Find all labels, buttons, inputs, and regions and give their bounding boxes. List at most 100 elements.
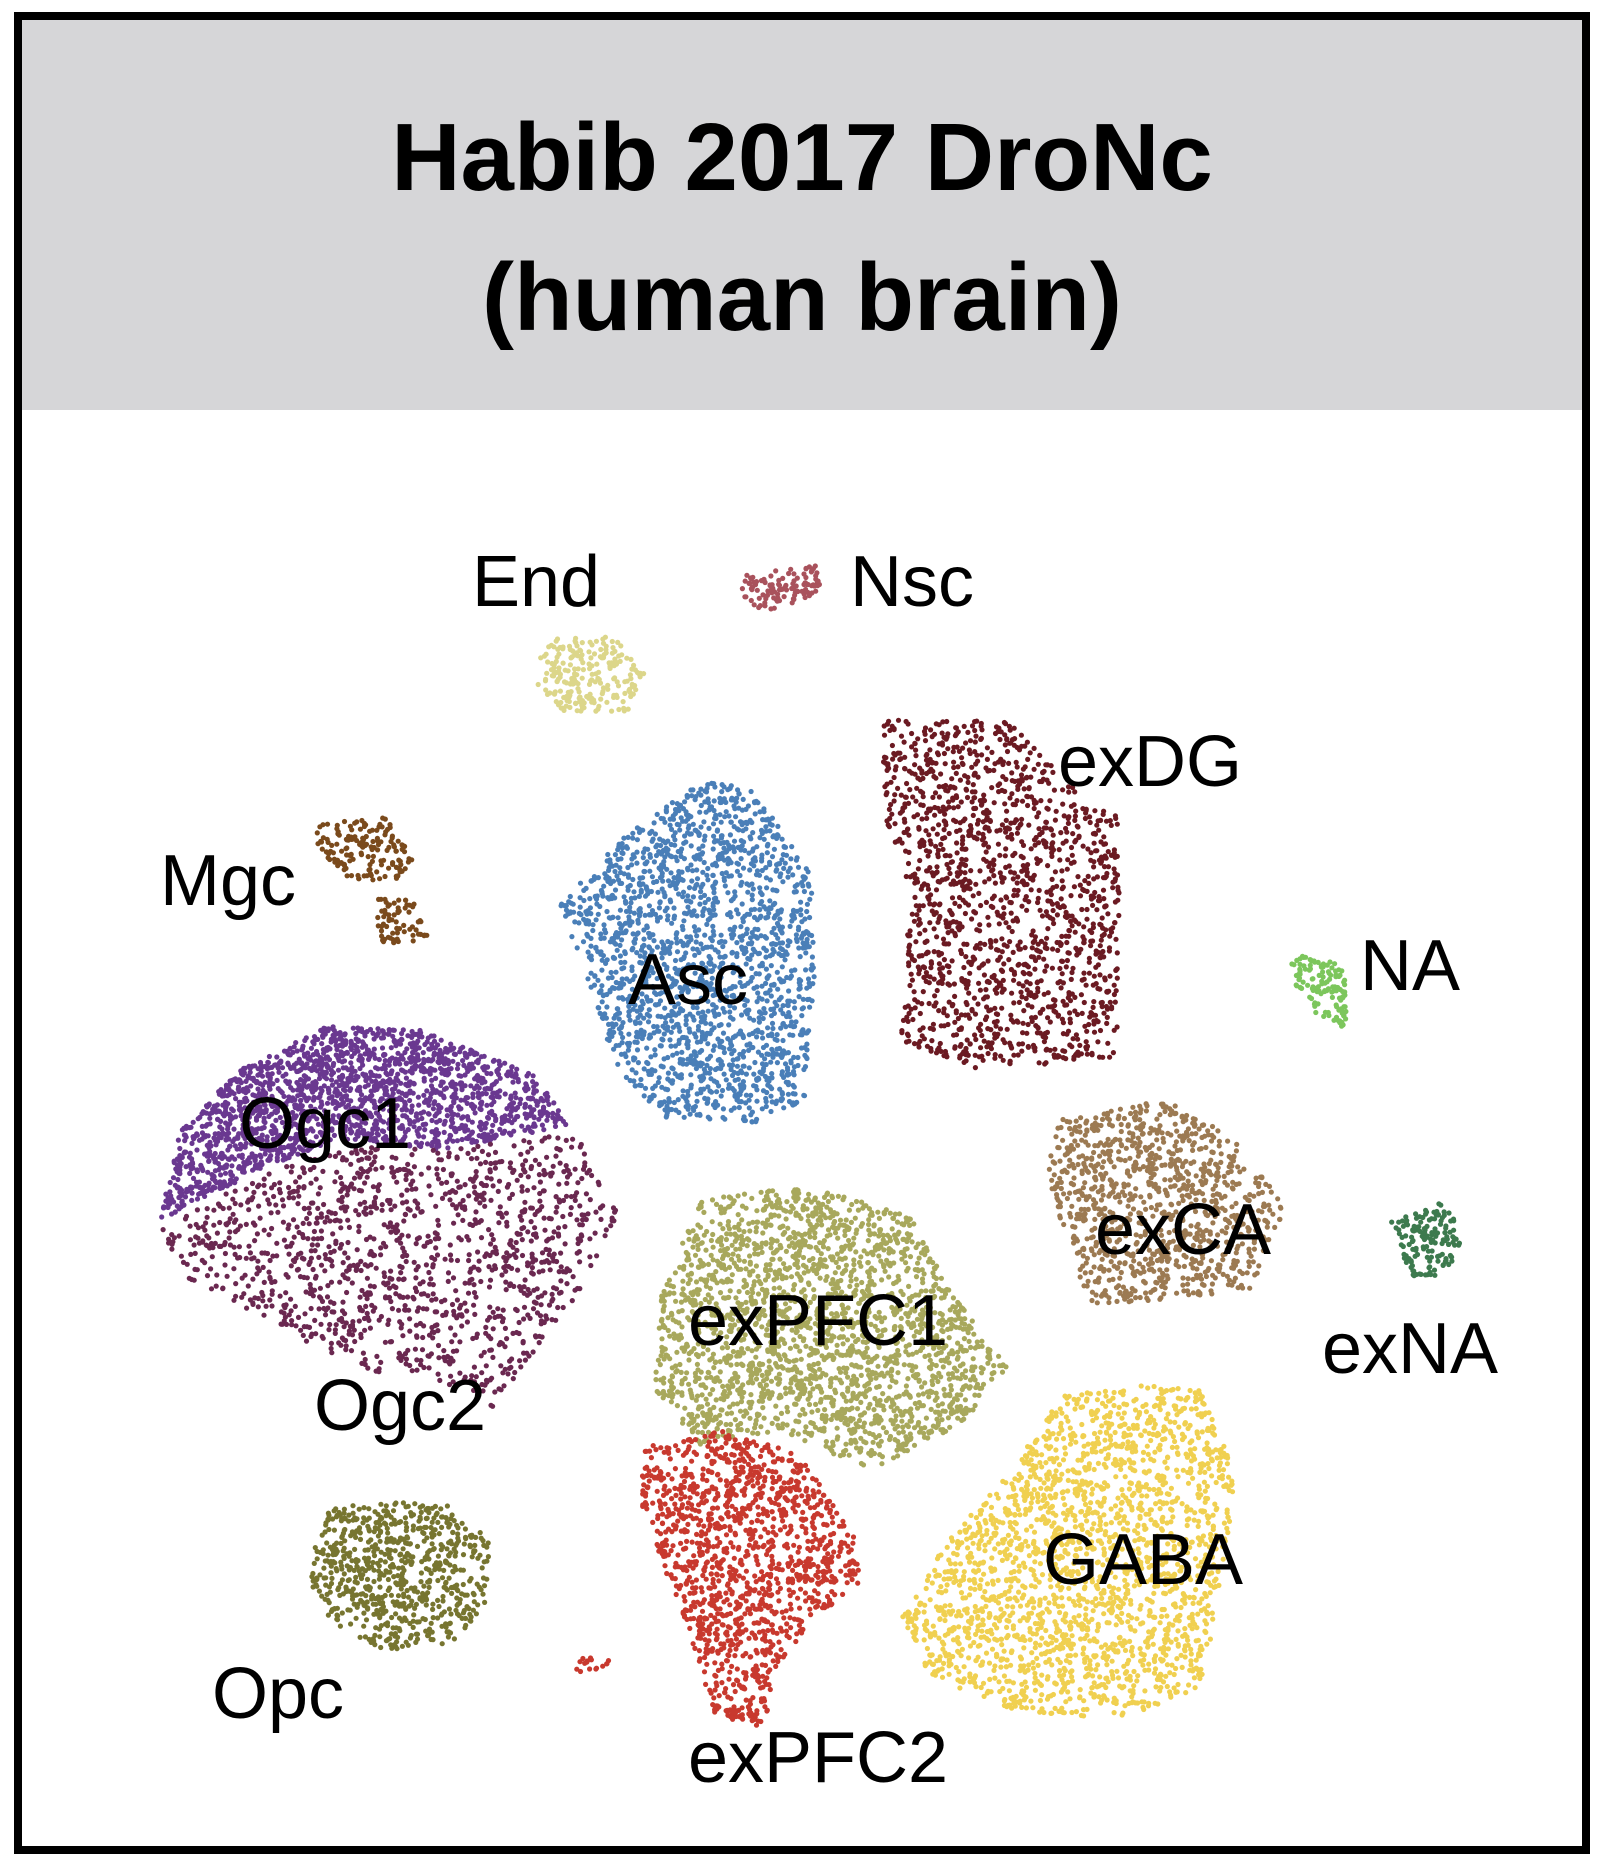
point-asc (748, 1092, 754, 1098)
point-end (593, 671, 599, 677)
point-exdg (919, 768, 925, 774)
point-asc (754, 1034, 760, 1040)
point-mgc (329, 842, 335, 849)
point-asc (700, 912, 706, 919)
point-asc (798, 912, 804, 918)
point-exdg (922, 725, 929, 731)
point-asc (767, 898, 773, 904)
point-mgc (410, 932, 416, 938)
point-nsc (789, 600, 795, 606)
point-asc (785, 1091, 792, 1097)
point-exdg (1045, 926, 1051, 932)
point-asc (657, 899, 663, 905)
point-asc (749, 892, 755, 898)
point-end (624, 655, 630, 661)
point-ogc1 (409, 1028, 415, 1035)
point-asc (619, 841, 625, 847)
point-asc (735, 1076, 741, 1082)
point-exdg (1090, 1012, 1096, 1018)
point-exdg (988, 903, 994, 909)
point-asc (783, 1050, 789, 1056)
point-mgc (382, 873, 388, 880)
point-asc (797, 1032, 804, 1038)
point-exdg (978, 1045, 984, 1051)
point-asc (787, 1032, 793, 1038)
point-asc (683, 1104, 689, 1110)
point-exdg (1091, 840, 1097, 846)
point-exdg (984, 1004, 990, 1010)
point-exdg (954, 840, 960, 846)
point-asc (621, 894, 627, 900)
point-asc (760, 817, 766, 823)
point-asc (654, 1028, 660, 1034)
point-asc (760, 1044, 767, 1051)
point-exdg (883, 755, 889, 761)
point-asc (807, 1004, 813, 1010)
point-asc (694, 933, 700, 939)
point-ogc1 (194, 1196, 201, 1202)
point-mgc (384, 847, 390, 854)
point-exdg (1027, 750, 1033, 756)
point-exdg (919, 953, 925, 959)
point-exdg (1036, 826, 1042, 832)
point-exdg (1092, 889, 1098, 896)
point-asc (738, 924, 744, 930)
point-asc (668, 826, 675, 833)
point-exdg (967, 970, 973, 976)
point-mgc (348, 851, 354, 857)
point-exdg (969, 723, 976, 729)
point-exdg (998, 897, 1004, 903)
point-asc (569, 934, 575, 940)
point-exdg (1068, 860, 1074, 866)
point-exdg (933, 1050, 940, 1056)
point-asc (740, 919, 746, 925)
point-exdg (987, 860, 993, 866)
point-exdg (1025, 756, 1031, 763)
point-exdg (1025, 1002, 1031, 1008)
point-asc (767, 877, 774, 883)
point-asc (736, 1099, 742, 1105)
point-exdg (906, 948, 912, 954)
point-exdg (968, 832, 974, 838)
scatter-points (159, 563, 1462, 1728)
point-asc (658, 842, 664, 849)
point-na (1302, 966, 1308, 972)
point-ogc1 (509, 1064, 515, 1070)
point-exdg (912, 871, 918, 877)
point-asc (680, 1088, 686, 1094)
point-ogc1 (438, 1082, 444, 1089)
point-asc (785, 943, 791, 949)
point-end (573, 640, 579, 646)
point-exdg (920, 964, 927, 970)
point-exdg (970, 782, 976, 788)
point-exdg (942, 876, 948, 882)
point-ogc1 (283, 1071, 289, 1077)
point-end (570, 648, 576, 654)
point-exdg (1034, 814, 1040, 820)
point-asc (809, 954, 816, 960)
point-exdg (971, 805, 977, 812)
point-asc (713, 815, 719, 822)
point-mgc (370, 853, 376, 860)
point-exdg (1033, 800, 1039, 806)
point-asc (770, 902, 777, 908)
point-exdg (1112, 813, 1118, 819)
point-mgc (393, 919, 399, 925)
point-exdg (1091, 864, 1097, 870)
point-nsc (776, 581, 782, 587)
point-asc (648, 1096, 654, 1102)
point-exdg (1049, 876, 1055, 883)
cluster-na (1289, 953, 1349, 1029)
point-exdg (997, 736, 1003, 743)
point-asc (763, 915, 769, 921)
point-exdg (941, 1053, 947, 1059)
point-exdg (1019, 1041, 1026, 1047)
point-exdg (1052, 817, 1058, 823)
point-asc (660, 816, 666, 822)
point-exdg (931, 911, 937, 918)
point-asc (626, 1043, 632, 1049)
point-asc (774, 1060, 781, 1066)
point-exdg (942, 853, 948, 859)
point-asc (768, 1013, 775, 1019)
point-exdg (1092, 831, 1099, 837)
